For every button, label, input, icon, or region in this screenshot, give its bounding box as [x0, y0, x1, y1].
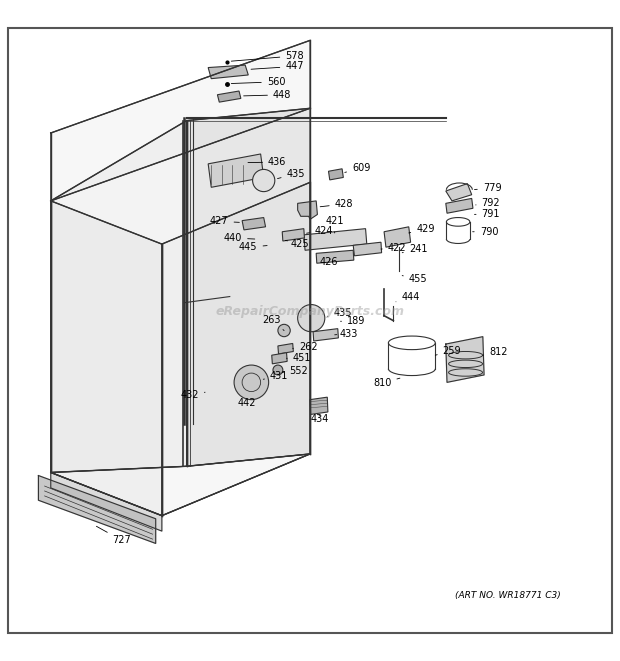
- Text: 812: 812: [483, 347, 508, 357]
- Text: 428: 428: [320, 199, 353, 209]
- Text: 578: 578: [231, 51, 304, 61]
- Polygon shape: [272, 353, 287, 364]
- Text: 442: 442: [238, 398, 256, 408]
- Text: 435: 435: [327, 307, 352, 318]
- Polygon shape: [353, 242, 381, 256]
- Text: 445: 445: [239, 243, 267, 253]
- Polygon shape: [162, 182, 310, 516]
- Text: 431: 431: [264, 371, 288, 381]
- Circle shape: [252, 169, 275, 192]
- Text: 262: 262: [293, 342, 317, 352]
- Polygon shape: [298, 201, 317, 219]
- Text: 422: 422: [381, 243, 406, 254]
- Text: 434: 434: [310, 414, 329, 424]
- Text: 426: 426: [319, 257, 338, 267]
- Polygon shape: [282, 229, 304, 241]
- Polygon shape: [446, 198, 473, 214]
- Text: 455: 455: [402, 274, 427, 284]
- Text: 435: 435: [278, 169, 305, 179]
- Text: 810: 810: [373, 378, 400, 388]
- Polygon shape: [313, 329, 339, 341]
- Polygon shape: [329, 169, 343, 180]
- Polygon shape: [304, 229, 367, 251]
- Polygon shape: [51, 121, 187, 473]
- Text: 440: 440: [224, 233, 255, 243]
- Polygon shape: [218, 91, 241, 102]
- Text: 436: 436: [248, 157, 286, 167]
- Polygon shape: [51, 40, 310, 201]
- Text: 189: 189: [340, 317, 365, 327]
- Polygon shape: [310, 397, 328, 414]
- Text: 425: 425: [285, 239, 309, 249]
- Text: eRepairCompanyParts.com: eRepairCompanyParts.com: [216, 305, 404, 319]
- Text: 779: 779: [474, 183, 502, 193]
- Text: 444: 444: [396, 292, 420, 302]
- Text: 429: 429: [409, 223, 435, 234]
- Text: 792: 792: [476, 198, 500, 208]
- Polygon shape: [51, 473, 162, 531]
- Polygon shape: [242, 217, 265, 230]
- Polygon shape: [208, 154, 264, 187]
- Polygon shape: [446, 336, 484, 382]
- Polygon shape: [208, 65, 248, 79]
- Circle shape: [234, 365, 268, 400]
- Text: 552: 552: [282, 366, 308, 375]
- Text: 432: 432: [180, 391, 205, 401]
- Text: 447: 447: [251, 61, 304, 71]
- Circle shape: [298, 305, 325, 332]
- Polygon shape: [278, 344, 293, 354]
- Circle shape: [273, 365, 283, 375]
- Text: 609: 609: [345, 163, 370, 173]
- Text: 433: 433: [335, 329, 358, 338]
- Text: (ART NO. WR18771 C3): (ART NO. WR18771 C3): [454, 592, 560, 600]
- Text: 560: 560: [231, 77, 285, 87]
- Polygon shape: [316, 251, 354, 263]
- Text: 790: 790: [472, 227, 498, 237]
- Circle shape: [278, 325, 290, 336]
- Polygon shape: [384, 227, 410, 247]
- Text: 791: 791: [474, 209, 500, 219]
- Polygon shape: [187, 108, 310, 466]
- Text: 263: 263: [262, 315, 284, 330]
- Text: 451: 451: [286, 354, 311, 364]
- Text: 448: 448: [244, 90, 291, 100]
- Polygon shape: [38, 475, 156, 543]
- Text: 421: 421: [326, 216, 344, 233]
- Polygon shape: [446, 184, 472, 201]
- Text: 427: 427: [210, 216, 239, 226]
- Polygon shape: [51, 201, 162, 516]
- Text: 424: 424: [306, 225, 334, 235]
- Text: 727: 727: [96, 526, 131, 545]
- Text: 259: 259: [435, 346, 461, 356]
- Text: 241: 241: [402, 244, 427, 254]
